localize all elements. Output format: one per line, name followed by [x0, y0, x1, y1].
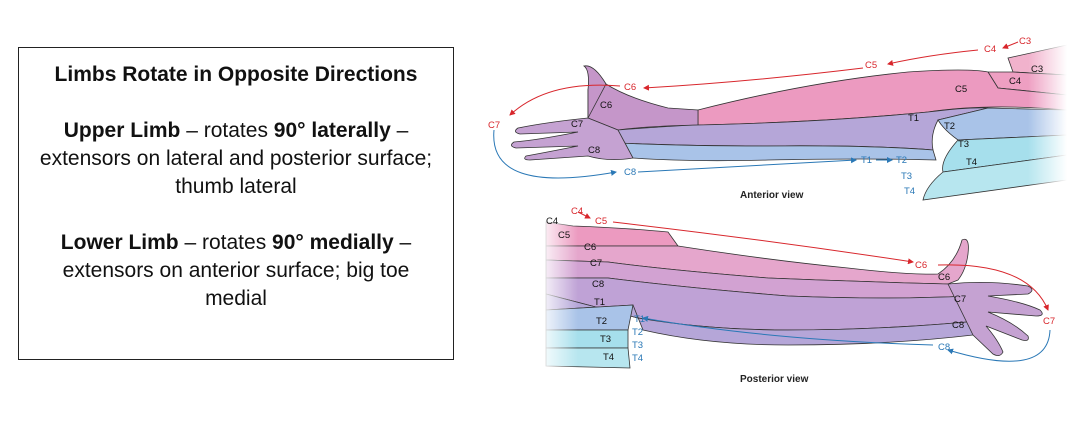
anterior-zone-t4: T4	[966, 157, 977, 168]
lower-limb-dash: – rotates	[178, 231, 273, 254]
anterior-zone-t3: T3	[958, 139, 969, 150]
posterior-zone-c6: C6	[584, 242, 596, 253]
text-box: Limbs Rotate in Opposite Directions Uppe…	[18, 47, 454, 360]
upper-limb-dash: – rotates	[180, 119, 274, 142]
anterior-zone-c5: C5	[955, 84, 967, 95]
anterior-red-c7: C7	[488, 120, 500, 131]
posterior-red-c5: C5	[595, 216, 607, 227]
lower-limb-detail: – extensors on anterior surface; big toe…	[62, 231, 412, 310]
anterior-arrow-c3-c4	[1002, 41, 1019, 49]
posterior-blue-arrows	[642, 315, 1051, 362]
posterior-blue-t3: T3	[632, 340, 643, 351]
posterior-red-c4: C4	[571, 206, 583, 217]
upper-limb-name: Upper Limb	[63, 119, 181, 142]
posterior-red-c7: C7	[1043, 316, 1055, 327]
posterior-arrow-c5-c6	[612, 221, 914, 265]
anterior-zone-c4: C4	[1009, 76, 1021, 87]
posterior-zone-t2: T2	[596, 316, 607, 327]
posterior-zone-c5: C5	[558, 230, 570, 241]
anterior-zone-t2: T2	[944, 121, 955, 132]
posterior-blue-t1: T1	[634, 314, 645, 325]
anterior-blue-c8: C8	[624, 167, 636, 178]
anterior-band-c6	[585, 65, 699, 131]
anterior-arrow-c6-c7	[509, 84, 621, 116]
anterior-zone-c3: C3	[1031, 64, 1043, 75]
anterior-arrow-c7-c8	[493, 129, 617, 179]
anterior-thumb	[582, 65, 607, 119]
anterior-zone-t1: T1	[908, 113, 919, 124]
anterior-blue-t2: T2	[896, 155, 907, 166]
posterior-blue-c8: C8	[938, 342, 950, 353]
posterior-blue-t4: T4	[632, 353, 643, 364]
upper-limb-rotation: 90° laterally	[273, 119, 391, 142]
anterior-red-c6: C6	[624, 82, 636, 93]
upper-limb-paragraph: Upper Limb – rotates 90° laterally – ext…	[33, 117, 439, 201]
lower-limb-paragraph: Lower Limb – rotates 90° medially – exte…	[33, 229, 439, 313]
anterior-red-c4: C4	[984, 44, 996, 55]
anterior-caption: Anterior view	[740, 190, 804, 201]
upper-limb-detail: – extensors on lateral and posterior sur…	[39, 119, 433, 198]
lower-limb-name: Lower Limb	[60, 231, 179, 254]
anterior-blue-t3: T3	[901, 171, 912, 182]
anterior-blue-arrows	[493, 129, 893, 179]
anterior-red-arrows	[509, 41, 1019, 116]
posterior-red-c6: C6	[915, 260, 927, 271]
anterior-blue-t4: T4	[904, 186, 915, 197]
anterior-red-c5: C5	[865, 60, 877, 71]
posterior-zone-t3: T3	[600, 334, 611, 345]
anterior-arm	[511, 30, 1067, 210]
anterior-arrow-c8-t1	[637, 157, 857, 173]
posterior-arrow-c6-c7	[937, 264, 1049, 311]
posterior-arrow-c7-c8	[947, 329, 1051, 362]
anterior-red-c3: C3	[1019, 36, 1031, 47]
posterior-zone-t1: T1	[594, 297, 605, 308]
box-title: Limbs Rotate in Opposite Directions	[54, 63, 418, 86]
posterior-band-c5	[545, 221, 679, 247]
posterior-zone-c8: C8	[592, 279, 604, 290]
posterior-hand	[947, 282, 1043, 356]
anterior-arrow-c4-c5	[887, 49, 979, 66]
posterior-blue-t2: T2	[632, 327, 643, 338]
posterior-zone-t4: T4	[603, 352, 614, 363]
anterior-band-c8	[616, 142, 937, 162]
posterior-arrow-c8-t1	[642, 315, 934, 346]
posterior-caption: Posterior view	[740, 374, 809, 385]
anterior-blue-t1: T1	[861, 155, 872, 166]
anterior-hand	[511, 117, 634, 161]
anterior-zone-c6: C6	[600, 100, 612, 111]
posterior-zone-c4: C4	[546, 216, 558, 227]
posterior-zone-c7: C7	[590, 258, 602, 269]
posterior-zone-c7-hand: C7	[954, 294, 966, 305]
posterior-arrow-c4-c5	[577, 211, 591, 219]
anterior-arrow-c5-c6	[643, 67, 864, 91]
posterior-arm	[538, 215, 1043, 375]
dermatome-svg: C3 C4 C5 C6 C7 C8 T1 T2 T3 T4 C3 C4 C5 C…	[488, 30, 1067, 385]
dermatome-figure: C3 C4 C5 C6 C7 C8 T1 T2 T3 T4 C3 C4 C5 C…	[468, 0, 1067, 424]
posterior-red-arrows	[577, 211, 1049, 311]
anterior-zone-c7: C7	[571, 119, 583, 130]
posterior-zone-c8-hand: C8	[952, 320, 964, 331]
anterior-zone-c8: C8	[588, 145, 600, 156]
lower-limb-rotation: 90° medially	[272, 231, 394, 254]
posterior-zone-c6-hand: C6	[938, 272, 950, 283]
